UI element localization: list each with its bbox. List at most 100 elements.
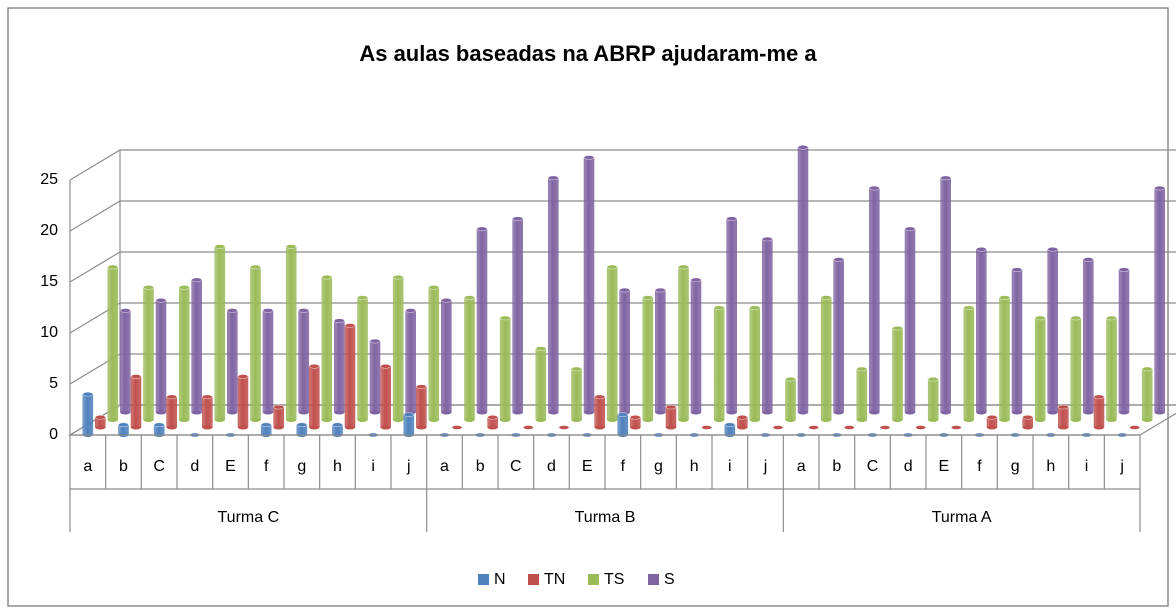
y-tick-label: 5 — [49, 375, 58, 392]
bar — [655, 289, 666, 413]
bar-top — [535, 346, 547, 351]
bar — [1106, 317, 1117, 421]
bar-top — [476, 226, 488, 232]
x-tick-label: a — [440, 458, 449, 475]
bar-top — [701, 425, 712, 430]
bar-top — [380, 364, 391, 369]
bar-top — [250, 264, 261, 270]
bar — [262, 310, 274, 413]
bar — [202, 396, 213, 428]
bar-top — [690, 277, 702, 283]
bar-top — [153, 422, 165, 427]
bar-bottom — [166, 425, 177, 430]
bar-bottom — [214, 418, 225, 422]
legend-swatch — [528, 574, 539, 585]
bar-bottom — [1012, 410, 1022, 415]
bar-top — [904, 226, 916, 232]
bar — [321, 276, 333, 421]
bar-top — [986, 415, 998, 420]
bar-bottom — [1106, 418, 1117, 422]
bar — [237, 376, 249, 428]
y-tick-label: 10 — [40, 324, 58, 341]
bar-bottom — [833, 410, 844, 415]
y-tick-label: 25 — [40, 171, 58, 188]
bar-bottom — [1070, 418, 1081, 422]
y-tick-label: 0 — [49, 426, 58, 443]
bar-top — [143, 285, 154, 290]
bar-top — [856, 366, 868, 372]
bar-bottom — [1022, 425, 1033, 430]
bar — [678, 266, 689, 421]
bar-top — [1118, 267, 1130, 272]
x-tick-label: h — [333, 458, 342, 475]
bar-bottom — [487, 425, 498, 430]
group-label: Turma A — [932, 509, 992, 526]
bar-top — [915, 425, 926, 430]
bar-top — [451, 425, 463, 430]
bar-top — [678, 264, 689, 270]
bar — [143, 287, 154, 421]
x-tick-label: a — [83, 458, 92, 475]
bar — [441, 300, 452, 413]
bar — [369, 340, 381, 413]
x-tick-label: i — [371, 458, 375, 475]
bar-top — [1058, 404, 1069, 410]
x-tick-label: h — [1046, 458, 1055, 475]
bar-bottom — [286, 418, 297, 422]
bar — [1047, 249, 1058, 413]
x-tick-label: b — [119, 458, 128, 475]
bar-top — [619, 287, 630, 293]
bar-bottom — [238, 425, 248, 430]
bar — [665, 406, 677, 428]
bar-top — [1083, 257, 1094, 262]
bar-top — [298, 308, 309, 313]
bar — [726, 218, 737, 413]
bar-bottom — [821, 418, 832, 422]
bar-bottom — [1035, 418, 1046, 422]
bar-top — [499, 315, 511, 321]
x-tick-label: f — [977, 458, 982, 475]
bar-top — [785, 377, 796, 382]
bar-top — [403, 412, 415, 417]
bar-top — [820, 295, 832, 300]
bar-top — [1093, 394, 1105, 400]
x-tick-label: d — [547, 458, 556, 475]
bar-top — [202, 394, 213, 400]
bar-top — [749, 305, 761, 310]
bar-top — [118, 422, 129, 427]
bar — [1154, 187, 1165, 413]
bar — [619, 289, 630, 413]
bar — [476, 228, 488, 413]
bar-bottom — [321, 418, 332, 422]
bar-bottom — [309, 425, 320, 430]
bar-top — [999, 295, 1010, 300]
bar-bottom — [1119, 410, 1129, 415]
bar-top — [178, 285, 190, 290]
bar-top — [523, 425, 534, 430]
bar-top — [1022, 415, 1033, 420]
bar — [155, 300, 167, 413]
bar-top — [166, 394, 177, 400]
y-tick-label: 20 — [40, 222, 58, 239]
bar — [856, 368, 868, 421]
bar — [120, 310, 131, 413]
bar-top — [1141, 366, 1153, 372]
bar — [690, 279, 702, 413]
bar-bottom — [892, 418, 903, 422]
bar-bottom — [976, 410, 987, 415]
x-tick-label: g — [1011, 458, 1020, 475]
bar-top — [321, 275, 333, 280]
bar-top — [642, 295, 654, 300]
bar-bottom — [512, 410, 523, 415]
bar — [1058, 406, 1069, 428]
bar-top — [464, 295, 475, 300]
bar — [963, 307, 975, 421]
bar — [227, 310, 238, 413]
bar-top — [940, 175, 951, 181]
bar — [1070, 317, 1082, 421]
bar-top — [285, 244, 297, 249]
bar-bottom — [928, 418, 939, 422]
bar-bottom — [107, 418, 118, 422]
bar-top — [869, 185, 880, 191]
bar — [785, 378, 796, 421]
